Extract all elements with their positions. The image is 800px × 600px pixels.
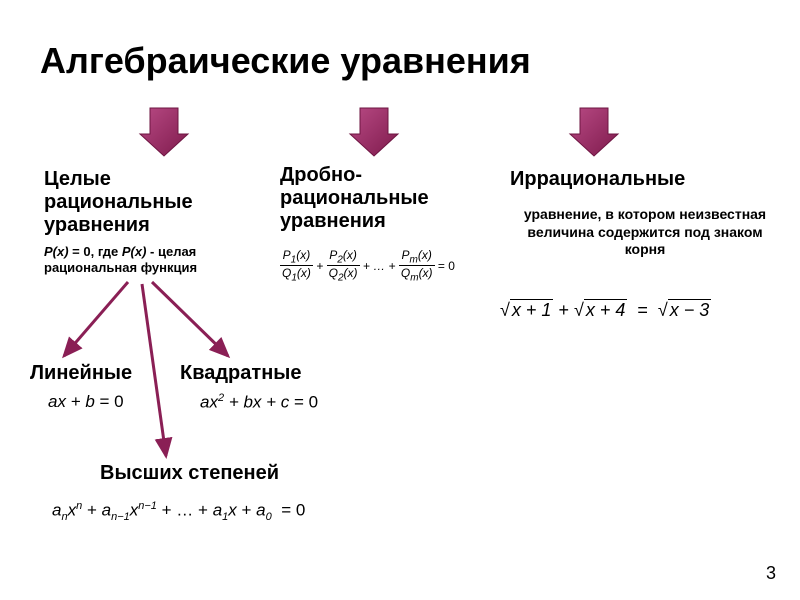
formula-higher: anxn + an−1xn−1 + … + a1x + a0 = 0 [52,500,305,523]
sub-label-quadratic: Квадратные [180,362,301,385]
formula-quadratic: ax2 + bx + c = 0 [200,392,318,413]
formula-irrational: √x + 1 + √x + 4 = √x − 3 [500,300,711,321]
big-arrow-2 [350,108,398,156]
thin-arrow-linear [64,282,128,356]
sub-label-higher: Высших степеней [100,462,279,485]
sub-label-linear: Линейные [30,362,132,385]
branch-desc-rational: P(x) = 0, где P(x) - целая рациональная … [44,244,264,275]
big-arrow-3 [570,108,618,156]
formula-linear: ax + b = 0 [48,392,124,412]
branch-label-fractional: Дробно-рациональные уравнения [280,164,480,233]
thin-arrow-higher [142,284,166,456]
page-title: Алгебраические уравнения [40,40,531,82]
branch-label-irrational: Иррациональные [510,168,770,191]
branch-desc-irrational: уравнение, в котором неизвестная величин… [520,206,770,259]
big-arrow-1 [140,108,188,156]
formula-fractional: P1(x) Q1(x) + P2(x) Q2(x) + … + Pm(x) Qm… [280,248,455,284]
formula-linear-lhs: ax + b [48,392,95,411]
branch-label-rational: Целые рациональные уравнения [44,168,254,237]
thin-arrow-quadratic [152,282,228,356]
page-number: 3 [766,563,776,584]
slide: Алгебраические уравнения Целые рациональ… [0,0,800,600]
